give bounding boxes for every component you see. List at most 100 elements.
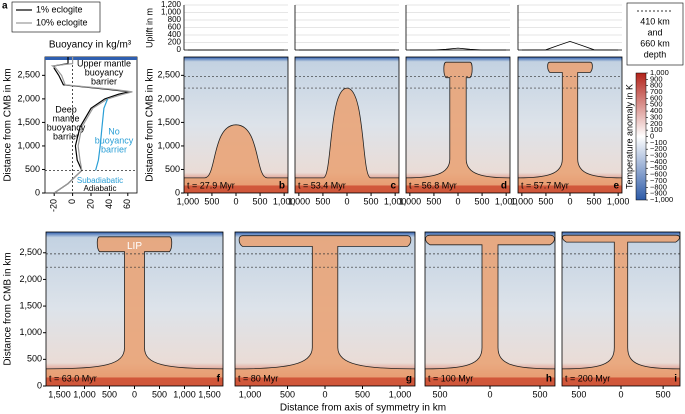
legend-label: 10% eclogite: [36, 17, 88, 27]
snapshot: [406, 57, 510, 193]
time-label: t = 57.7 Myr: [521, 180, 569, 190]
hot-layer: [46, 377, 223, 386]
legend-box: [11, 1, 101, 33]
colorbar-tick-label: −400: [650, 157, 667, 166]
x-tick-label: 1,000: [389, 389, 412, 399]
colorbar-tick-label: 400: [650, 106, 663, 115]
panel-letter: b: [279, 181, 285, 192]
colorbar-tick-label: 200: [650, 119, 663, 128]
x-tick-label: 1,500: [48, 389, 71, 399]
colorbar-label: Temperature anomaly in K: [624, 84, 634, 189]
x-tick-label: 500: [102, 389, 117, 399]
depth-legend-text: 660 km: [640, 38, 670, 48]
x-tick-label: 40: [104, 199, 114, 209]
y-tick-label: 1,500: [19, 300, 42, 310]
annotation: buoyancy: [47, 122, 86, 132]
snapshot: [518, 57, 622, 193]
hot-layer: [184, 185, 288, 193]
hot-layer: [406, 185, 510, 193]
panel-letter: f: [217, 374, 221, 385]
time-label: t = 53.4 Myr: [298, 180, 346, 190]
y-tick-label: 1,200: [161, 0, 182, 9]
y-tick-label: 400: [168, 30, 182, 39]
x-tick-label: 0: [322, 389, 327, 399]
y-axis-label: Distance from CMB in km: [145, 68, 156, 181]
snapshot: [425, 232, 555, 386]
snapshot: [295, 57, 399, 193]
panel-letter: c: [390, 181, 396, 192]
x-tick-label: 500: [538, 196, 553, 206]
plume: [184, 124, 288, 193]
colorbar-tick-label: −200: [650, 144, 667, 153]
y-tick-label: 200: [168, 38, 182, 47]
annotation: Deep: [55, 104, 77, 114]
x-tick-label: 60: [122, 199, 132, 209]
y-tick-label: 0: [35, 187, 40, 197]
x-tick-label: 500: [253, 196, 268, 206]
x-tick-label: 1,000: [273, 196, 296, 206]
time-label: t = 100 Myr: [428, 373, 473, 383]
hot-layer: [518, 185, 622, 193]
x-tick-label: 1,000: [177, 196, 200, 206]
x-tick-label: 1,000: [399, 196, 422, 206]
x-tick-label: 500: [532, 389, 547, 399]
depth-legend-text: depth: [644, 49, 667, 59]
x-tick-label: 1,000: [173, 389, 196, 399]
depth-legend-text: and: [647, 27, 662, 37]
uplift-line: [521, 40, 619, 51]
plume: [406, 61, 510, 193]
x-tick-label: 1,000: [384, 196, 407, 206]
y-tick-label: 0: [37, 380, 42, 390]
annotation: barrier: [53, 131, 79, 141]
colorbar-tick-label: 300: [650, 112, 663, 121]
x-tick-label: 500: [204, 196, 219, 206]
depth-legend-box: [626, 2, 684, 66]
barrier-label: barrier: [101, 144, 127, 154]
subadiabatic-label: Subadiabatic: [77, 176, 123, 185]
y-tick-label: 2,500: [17, 70, 40, 80]
colorbar-tick-label: −500: [650, 163, 667, 172]
y-tick-label: 1,500: [157, 117, 180, 127]
y-tick-label: 0: [177, 45, 182, 54]
x-tick-label: 500: [152, 389, 167, 399]
x-tick-label: 500: [426, 196, 441, 206]
y-tick-label: 2,500: [19, 247, 42, 257]
snapshot: [562, 232, 680, 386]
x-tick-label: 0: [455, 196, 460, 206]
colorbar-tick-label: 700: [650, 87, 663, 96]
x-tick-label: 20: [85, 199, 95, 209]
depth-legend-text: 410 km: [640, 16, 670, 26]
annotation: barrier: [91, 76, 117, 86]
x-tick-label: 500: [280, 389, 295, 399]
chart-title: Buoyancy in kg/m³: [49, 40, 132, 51]
hot-layer: [235, 377, 415, 386]
annotation: mantle: [52, 113, 79, 123]
x-tick-label: 0: [132, 389, 137, 399]
x-tick-label: 0: [67, 199, 77, 204]
barrier-label: buoyancy: [95, 135, 134, 145]
x-tick-label: 500: [571, 389, 586, 399]
x-tick-label: 0: [344, 196, 349, 206]
y-tick-label: 2,500: [157, 70, 180, 80]
plume: [235, 235, 415, 386]
colorbar-tick-label: 500: [650, 100, 663, 109]
x-tick-label: 1,000: [239, 389, 262, 399]
y-tick-label: 500: [27, 354, 42, 364]
x-tick-label: 1,000: [288, 196, 311, 206]
panel-label: a: [2, 1, 8, 12]
y-tick-label: 800: [168, 15, 182, 24]
x-tick-label: 0: [618, 389, 623, 399]
barrier-line: [95, 98, 109, 171]
x-tick-label: -20: [49, 199, 59, 212]
x-tick-label: 500: [587, 196, 602, 206]
y-tick-label: 0: [175, 187, 180, 197]
colorbar-tick-label: 900: [650, 74, 663, 83]
colorbar-tick-label: 0: [650, 131, 654, 140]
x-tick-label: 500: [475, 196, 490, 206]
colorbar-tick-label: −100: [650, 138, 667, 147]
x-tick-label: 1,000: [73, 389, 96, 399]
plume: [518, 61, 622, 193]
lip-label: LIP: [127, 241, 142, 252]
panel-letter: d: [501, 181, 507, 192]
